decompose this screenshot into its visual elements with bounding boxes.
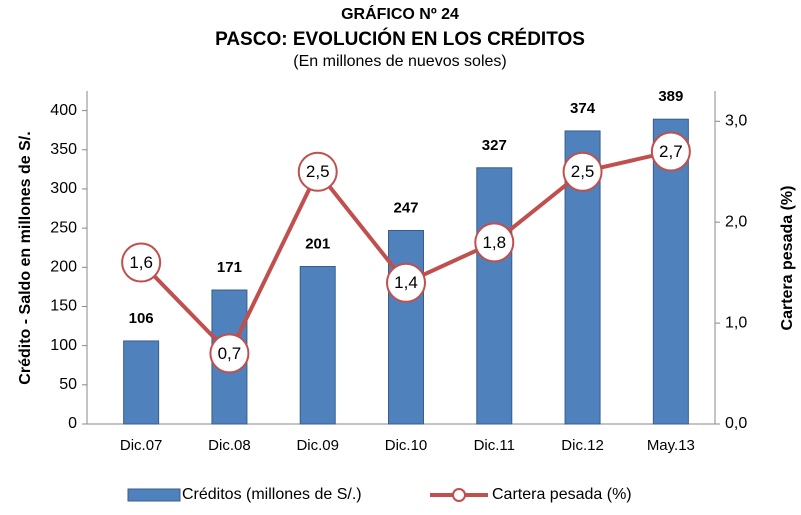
line-value-label: 1,8 bbox=[482, 233, 506, 252]
bar bbox=[388, 229, 424, 425]
line-marker bbox=[121, 242, 162, 283]
line-value-label: 1,6 bbox=[129, 253, 153, 272]
y-axis-label: Crédito - Saldo en millones de S/. bbox=[17, 131, 34, 384]
y-tick-label: 0 bbox=[68, 415, 77, 432]
y-tick-label: 150 bbox=[50, 298, 77, 315]
bar-value-label: 327 bbox=[482, 137, 507, 154]
bar bbox=[299, 266, 336, 425]
line-value-label: 1,4 bbox=[394, 273, 418, 292]
bar-value-label: 389 bbox=[658, 88, 683, 105]
legend-swatch bbox=[127, 488, 181, 502]
x-tick-label: Dic.07 bbox=[120, 437, 163, 454]
chart-note: (En millones de nuevos soles) bbox=[293, 53, 506, 70]
y2-tick-label: 3,0 bbox=[725, 112, 747, 129]
line-value-label: 0,7 bbox=[218, 344, 242, 363]
y2-tick-label: 2,0 bbox=[725, 213, 747, 230]
y-tick-label: 350 bbox=[50, 141, 77, 158]
bar-value-label: 201 bbox=[305, 235, 330, 252]
bar-value-label: 374 bbox=[570, 100, 596, 117]
y2-axis-label: Cartera pesada (%) bbox=[779, 186, 796, 331]
legend-label: Cartera pesada (%) bbox=[492, 486, 632, 503]
y-tick-label: 50 bbox=[59, 376, 77, 393]
chart-title: GRÁFICO Nº 24 bbox=[341, 4, 459, 23]
y2-tick-label: 0,0 bbox=[725, 415, 747, 432]
bar-value-label: 171 bbox=[217, 259, 242, 276]
y-tick-label: 300 bbox=[50, 180, 77, 197]
x-tick-label: Dic.09 bbox=[296, 437, 339, 454]
line-marker bbox=[386, 262, 426, 303]
bar-value-label: 106 bbox=[129, 310, 154, 327]
x-tick-label: Dic.11 bbox=[474, 437, 515, 454]
line-marker bbox=[474, 222, 515, 263]
x-tick-label: Dic.08 bbox=[208, 437, 251, 454]
line-marker bbox=[297, 151, 338, 192]
line-value-label: 2,7 bbox=[659, 142, 683, 161]
legend-swatch bbox=[452, 488, 466, 502]
line-marker bbox=[562, 151, 603, 192]
x-tick-label: May.13 bbox=[647, 437, 695, 454]
y-tick-label: 250 bbox=[50, 219, 77, 236]
line-value-label: 2,5 bbox=[306, 162, 330, 181]
y-tick-label: 100 bbox=[50, 337, 77, 354]
y-tick-label: 200 bbox=[50, 259, 77, 276]
x-tick-label: Dic.12 bbox=[561, 437, 604, 454]
bar bbox=[652, 118, 689, 425]
legend-label: Créditos (millones de S/.) bbox=[182, 486, 362, 503]
line-marker bbox=[650, 131, 691, 172]
chart-subtitle: PASCO: EVOLUCIÓN EN LOS CRÉDITOS bbox=[215, 28, 585, 50]
bar bbox=[123, 340, 160, 425]
line-marker bbox=[209, 333, 250, 374]
x-tick-label: Dic.10 bbox=[385, 437, 428, 454]
y-tick-label: 400 bbox=[50, 102, 77, 119]
bar-value-label: 247 bbox=[393, 199, 418, 216]
bar bbox=[476, 167, 513, 425]
line-value-label: 2,5 bbox=[571, 162, 595, 181]
y2-tick-label: 1,0 bbox=[725, 314, 747, 331]
